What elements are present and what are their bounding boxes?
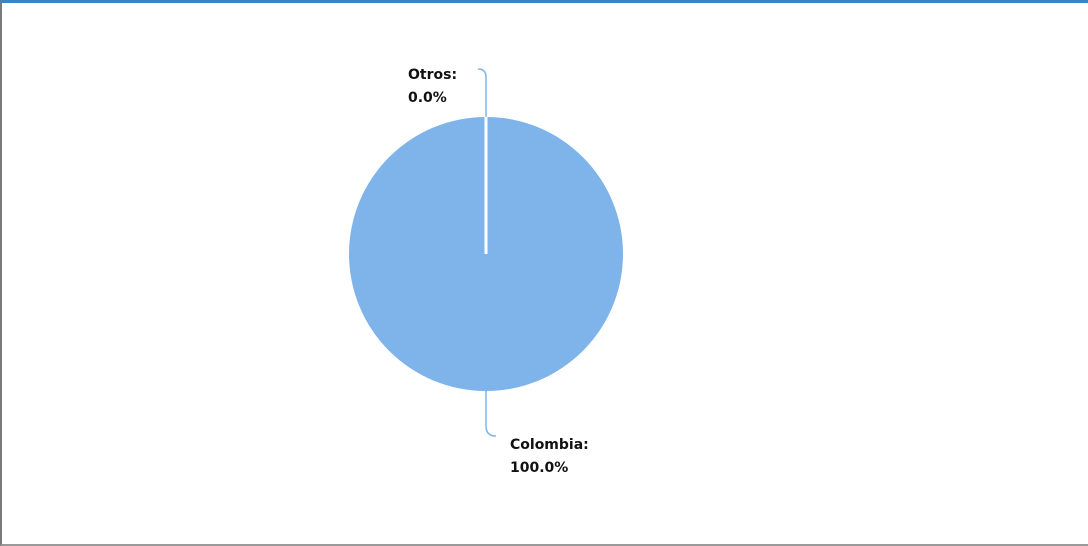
pie-slices xyxy=(349,117,623,391)
label-colombia-value: 100.0% xyxy=(510,460,568,476)
leader-lines xyxy=(477,68,497,437)
label-colombia-name: Colombia: xyxy=(510,437,589,453)
leader-line-otros xyxy=(477,68,487,117)
label-otros-value: 0.0% xyxy=(408,90,447,106)
leader-line-colombia xyxy=(485,391,497,437)
label-otros-name: Otros: xyxy=(408,67,457,83)
slice-labels: Otros: 0.0% Colombia: 100.0% xyxy=(408,67,589,476)
